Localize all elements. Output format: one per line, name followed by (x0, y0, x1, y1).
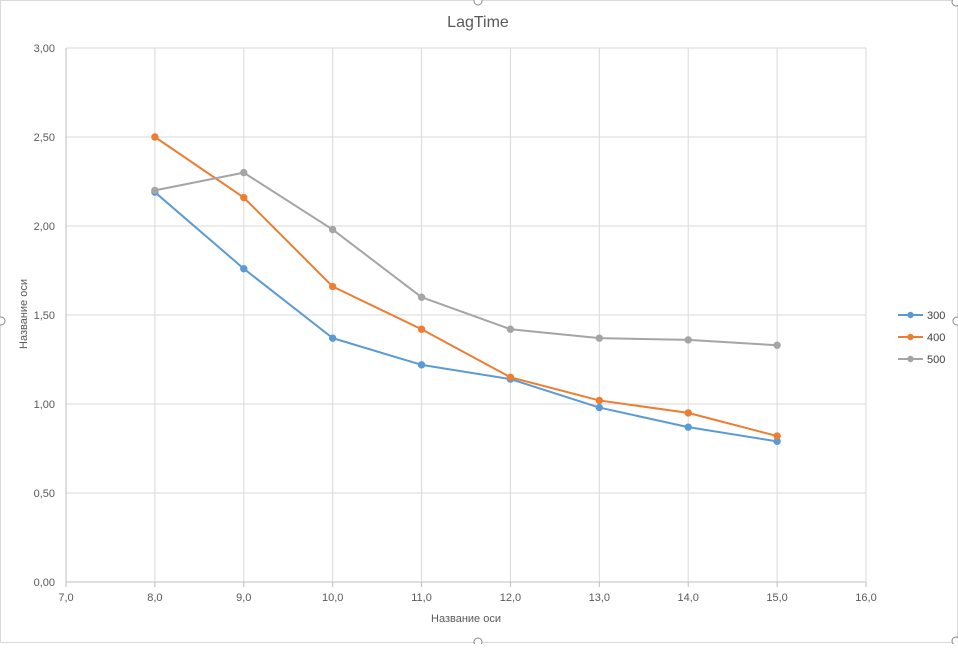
axes: 7,0 8,0 9,0 10,0 11,0 12,0 13,0 14,0 15,0 16,0 0,0… (34, 43, 877, 604)
data-point-300[interactable] (240, 265, 248, 273)
x-tick-label: 13,0 (589, 592, 610, 604)
series-lines (153, 136, 779, 443)
legend-marker-500 (907, 355, 914, 363)
legend: 300 400 500 (898, 310, 945, 366)
y-tick-label: 1,00 (34, 399, 55, 411)
y-tick-label: 3,00 (34, 43, 55, 55)
data-point-400[interactable] (773, 432, 781, 440)
y-tick-label: 0,00 (34, 577, 55, 589)
resize-handle-right[interactable] (952, 316, 958, 326)
data-point-300[interactable] (417, 361, 426, 369)
data-point-400[interactable] (595, 396, 604, 405)
series-line-500[interactable] (153, 171, 779, 347)
x-tick-label: 7,0 (58, 592, 73, 604)
series-markers (151, 133, 781, 446)
data-point-300[interactable] (328, 334, 337, 342)
series-line-400[interactable] (153, 136, 779, 438)
x-tick-label: 11,0 (411, 592, 432, 604)
series-line-300[interactable] (153, 191, 779, 443)
legend-label-400: 400 (927, 332, 945, 344)
y-tick-label: 2,50 (34, 132, 55, 144)
x-tick-label: 15,0 (766, 592, 787, 604)
data-point-500[interactable] (595, 334, 604, 342)
data-point-300[interactable] (595, 403, 604, 412)
data-point-300[interactable] (684, 423, 692, 431)
x-tick-label: 14,0 (678, 592, 699, 604)
chart-title: LagTime (447, 14, 509, 31)
data-point-400[interactable] (684, 409, 692, 417)
y-axis-title: Название оси (18, 279, 30, 349)
data-point-500[interactable] (240, 168, 248, 177)
legend-label-500: 500 (927, 354, 945, 366)
x-tick-label: 16,0 (855, 592, 876, 604)
data-point-500[interactable] (417, 293, 426, 301)
x-tick-label: 10,0 (322, 592, 343, 604)
resize-handle-left[interactable] (0, 316, 6, 326)
data-point-400[interactable] (240, 193, 248, 202)
legend-marker-400 (907, 333, 914, 341)
data-point-500[interactable] (773, 341, 781, 349)
data-point-500[interactable] (151, 186, 159, 195)
y-tick-label: 2,00 (34, 221, 55, 233)
legend-label-300: 300 (927, 310, 945, 322)
x-tick-label: 12,0 (500, 592, 521, 604)
data-point-500[interactable] (328, 225, 337, 234)
x-tick-label: 8,0 (147, 592, 162, 604)
x-tick-label: 9,0 (236, 592, 251, 604)
resize-handle-bottom[interactable] (473, 637, 483, 647)
data-point-400[interactable] (151, 133, 159, 141)
data-point-400[interactable] (328, 282, 337, 291)
data-point-500[interactable] (506, 325, 515, 333)
legend-marker-300 (907, 311, 914, 319)
resize-handle-top-right[interactable] (951, 0, 958, 7)
y-tick-label: 1,50 (34, 310, 55, 322)
data-point-400[interactable] (417, 325, 426, 333)
y-tick-label: 0,50 (34, 488, 55, 500)
resize-handle-bottom-right[interactable] (951, 636, 958, 646)
data-point-500[interactable] (684, 336, 692, 344)
data-point-400[interactable] (506, 373, 515, 381)
x-axis-title: Название оси (431, 613, 501, 625)
resize-handle-top[interactable] (473, 0, 483, 6)
